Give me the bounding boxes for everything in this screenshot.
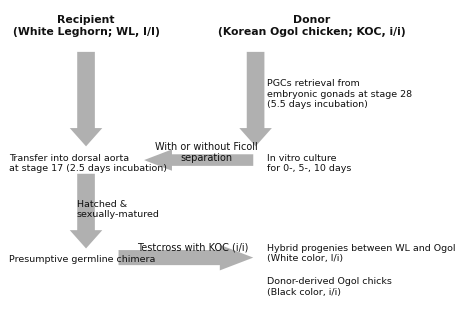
Text: With or without Ficoll
separation: With or without Ficoll separation [155, 142, 258, 163]
Text: PGCs retrieval from
embryonic gonads at stage 28
(5.5 days incubation): PGCs retrieval from embryonic gonads at … [267, 79, 412, 109]
Text: In vitro culture
for 0-, 5-, 10 days: In vitro culture for 0-, 5-, 10 days [267, 154, 352, 173]
Text: Hybrid progenies between WL and Ogol
(White color, I/i): Hybrid progenies between WL and Ogol (Wh… [267, 244, 456, 263]
Polygon shape [239, 52, 272, 146]
Polygon shape [70, 52, 102, 146]
Text: Presumptive germline chimera: Presumptive germline chimera [9, 254, 156, 263]
Text: Testcross with KOC (i/i): Testcross with KOC (i/i) [137, 242, 248, 252]
Polygon shape [144, 149, 253, 171]
Text: Transfer into dorsal aorta
at stage 17 (2.5 days incubation): Transfer into dorsal aorta at stage 17 (… [9, 154, 167, 173]
Text: Donor-derived Ogol chicks
(Black color, i/i): Donor-derived Ogol chicks (Black color, … [267, 277, 392, 297]
Polygon shape [70, 174, 102, 248]
Text: Hatched &
sexually-matured: Hatched & sexually-matured [77, 200, 160, 219]
Text: Donor
(Korean Ogol chicken; KOC, i/i): Donor (Korean Ogol chicken; KOC, i/i) [218, 15, 405, 37]
Text: Recipient
(White Leghorn; WL, I/I): Recipient (White Leghorn; WL, I/I) [13, 15, 159, 37]
Polygon shape [118, 245, 253, 270]
